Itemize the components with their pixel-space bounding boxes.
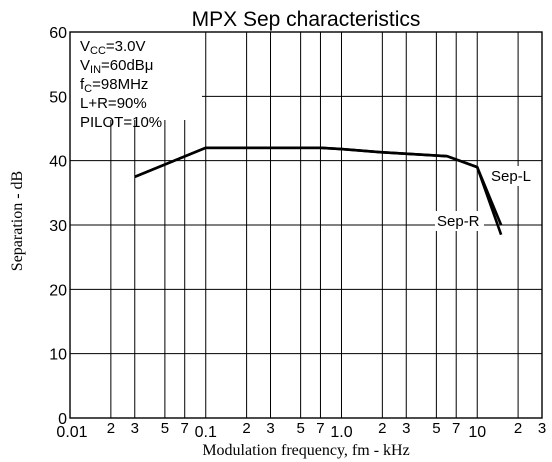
y-tick-label: 60 [49,25,67,42]
x-tick-label: 2 [378,420,386,437]
y-tick-label: 10 [49,347,67,364]
series-label: Sep-L [491,168,531,185]
x-tick-label: 3 [538,420,546,437]
series-label: Sep-R [437,213,480,230]
condition-text: L+R=90% [80,95,147,112]
y-tick-label: 50 [49,89,67,106]
x-tick-label: 5 [432,420,440,437]
x-tick-label: 0.01 [56,424,87,441]
plot-frame [69,31,543,419]
x-tick-label: 2 [107,420,115,437]
x-tick-label: 2 [514,420,522,437]
series-label-bg [489,166,538,186]
x-tick-label: 2 [242,420,250,437]
x-tick-label: 3 [266,420,274,437]
x-tick-labels: 0.01 2 3 5 7 0.1 2 3 5 7 1.0 2 3 5 7 10 2 3 [56,420,546,441]
series-label-bg [435,211,484,231]
chart-title: MPX Sep characteristics [192,8,421,31]
x-tick-label: 5 [296,420,304,437]
condition-text: fC=98MHz [80,76,148,95]
series-label-group: Sep-R [435,211,484,231]
x-tick-label: 1.0 [330,424,352,441]
x-tick-label: 7 [181,420,189,437]
condition-text: VIN=60dBμ [80,57,153,76]
y-tick-label: 20 [49,282,67,299]
x-tick-label: 3 [131,420,139,437]
y-tick-label: 40 [49,154,67,171]
x-tick-label: 3 [402,420,410,437]
series-layer: Sep-R Sep-L [134,146,538,236]
x-axis-label: Modulation frequency, fm - kHz [202,442,409,459]
series-label-group: Sep-L [489,166,538,186]
x-tick-label: 5 [161,420,169,437]
y-tick-label: 30 [49,218,67,235]
x-tick-label: 10 [468,424,486,441]
x-tick-label: 7 [452,420,460,437]
x-tick-label: 7 [316,420,324,437]
x-tick-label: 0.1 [195,424,217,441]
y-tick-label: 0 [58,411,67,428]
condition-text: PILOT=10% [80,114,162,131]
y-axis-label: Separation - dB [9,171,26,271]
series-line-sep-l [134,146,503,236]
y-tick-labels: 0 10 20 30 40 50 60 [49,25,67,428]
condition-text: VCC=3.0V [80,38,146,57]
